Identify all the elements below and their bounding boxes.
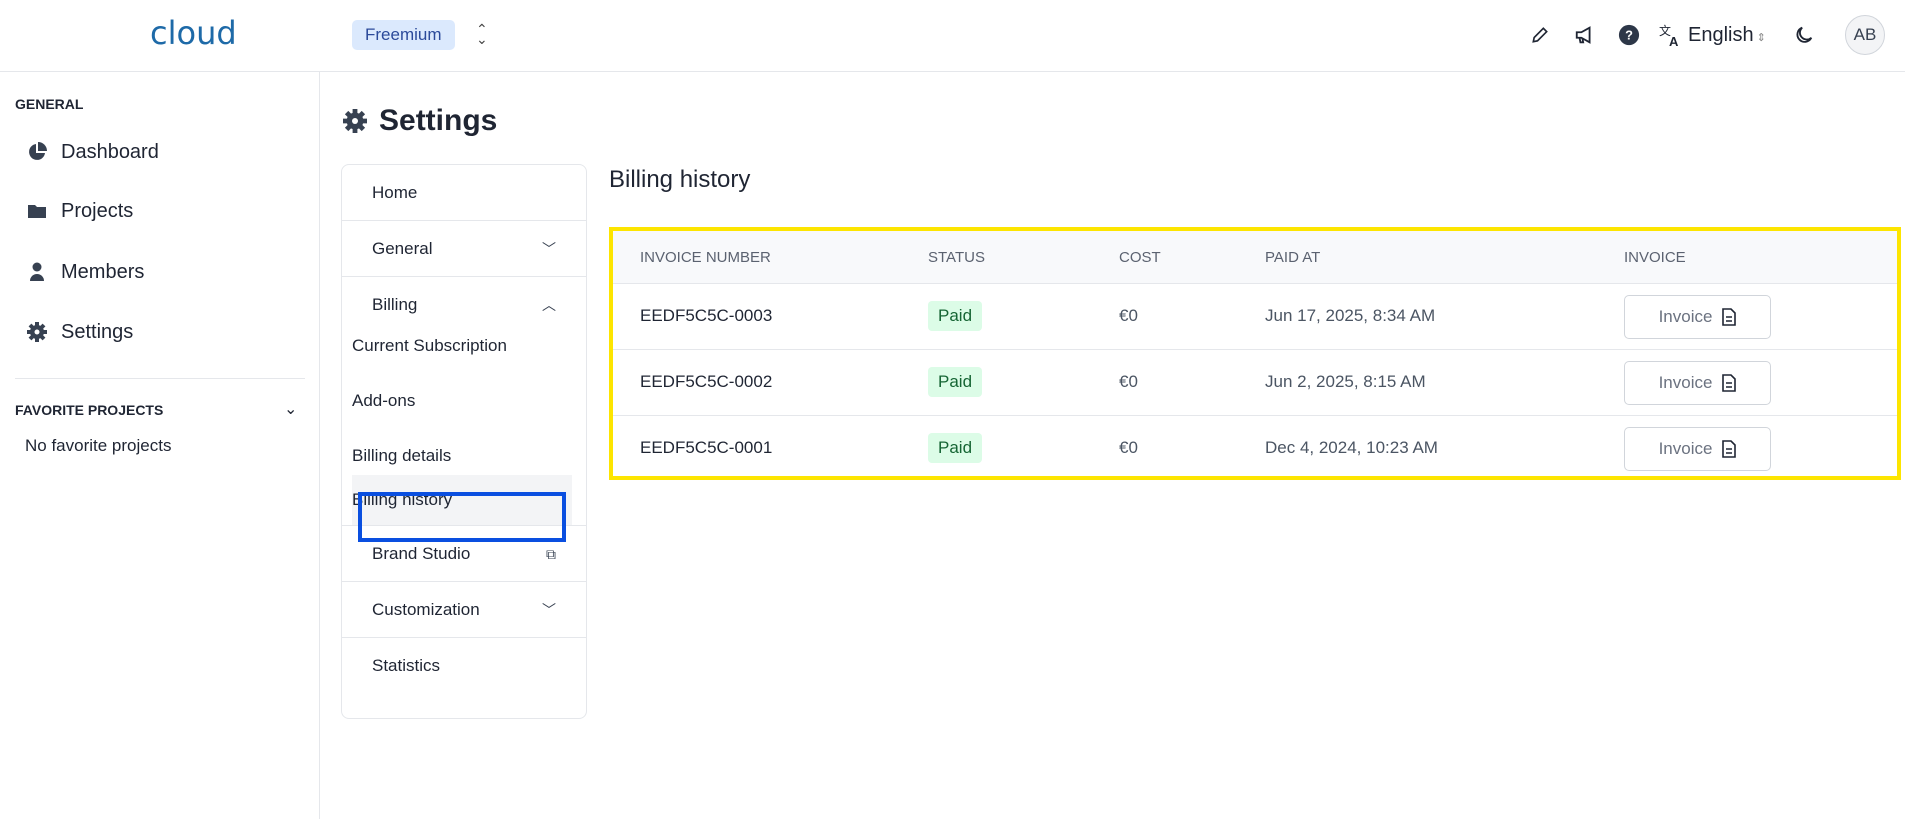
general-section-label: GENERAL [15,96,84,112]
language-label: English [1688,24,1754,46]
no-favorites-text: No favorite projects [25,436,172,455]
invoice-button[interactable]: Invoice [1624,427,1771,471]
cost: €0 [1119,372,1138,391]
nav-customization[interactable]: Customization ﹀ [342,582,586,638]
settings-nav: Home General ﹀ Billing ︿ Current Subscript… [341,164,587,719]
chevron-down-icon: ﹀ [542,241,556,257]
nav-label: General [372,239,433,258]
favorites-chevron-down-icon[interactable]: ⌄ [284,401,298,418]
gear-icon [27,322,47,342]
folder-icon [28,205,46,218]
language-select[interactable]: English ⇕ [1688,24,1766,46]
gear-icon [343,109,367,133]
pencil-icon[interactable] [1527,22,1553,48]
document-icon [1722,374,1737,392]
pie-chart-icon [29,142,47,160]
nav-home[interactable]: Home [342,165,586,221]
table-row: EEDF5C5C-0001 Paid €0 Dec 4, 2024, 10:23… [613,416,1897,482]
column-header: PAID AT [1265,249,1321,266]
invoice-number: EEDF5C5C-0002 [640,372,773,391]
invoice-button[interactable]: Invoice [1624,295,1771,339]
sidebar-item-members[interactable]: Members [27,257,144,287]
user-icon [30,262,44,281]
invoice-button-label: Invoice [1658,307,1713,326]
nav-current-subscription[interactable]: Current Subscription [352,336,507,355]
sidebar-item-label: Settings [61,320,134,343]
paid-at: Jun 17, 2025, 8:34 AM [1265,306,1436,325]
nav-label: Brand Studio [372,544,471,563]
help-icon[interactable]: ? [1616,22,1642,48]
cost: €0 [1119,306,1138,325]
nav-billing-group: Billing ︿ Current Subscription Add-ons Bi… [342,277,586,526]
column-header: COST [1119,249,1161,266]
plan-badge[interactable]: Freemium [352,20,455,50]
nav-billing[interactable]: Billing ︿ [372,277,586,333]
table-row: EEDF5C5C-0003 Paid €0 Jun 17, 2025, 8:34… [613,284,1897,350]
column-header: INVOICE [1624,249,1686,266]
nav-statistics[interactable]: Statistics [372,656,441,675]
nav-brand-studio[interactable]: Brand Studio ⧉ [342,526,586,582]
sidebar-item-label: Dashboard [61,140,159,163]
page-title-text: Settings [379,104,498,137]
sidebar-item-label: Members [61,260,145,283]
external-link-icon: ⧉ [546,546,556,562]
svg-text:文: 文 [1659,23,1671,38]
billing-history-title: Billing history [609,166,751,193]
favorites-section-label: FAVORITE PROJECTS [15,402,164,418]
sidebar-item-projects[interactable]: Projects [27,196,133,226]
invoice-button-label: Invoice [1658,439,1713,458]
sidebar-item-label: Projects [61,199,134,222]
svg-text:?: ? [1625,28,1633,43]
table-row: EEDF5C5C-0002 Paid €0 Jun 2, 2025, 8:15 … [613,350,1897,416]
chevron-up-icon: ︿ [542,297,556,313]
paid-at: Jun 2, 2025, 8:15 AM [1265,372,1426,391]
paid-at: Dec 4, 2024, 10:23 AM [1265,438,1438,457]
invoice-button[interactable]: Invoice [1624,361,1771,405]
sidebar-divider [15,378,305,379]
table-header: INVOICE NUMBER STATUS COST PAID AT INVOI… [613,231,1897,284]
sidebar-item-dashboard[interactable]: Dashboard [27,137,159,167]
invoice-number: EEDF5C5C-0001 [640,438,773,457]
dark-mode-icon[interactable] [1791,22,1817,48]
megaphone-icon[interactable] [1572,22,1598,48]
column-header: INVOICE NUMBER [640,249,771,266]
invoice-number: EEDF5C5C-0003 [640,306,773,325]
billing-table: INVOICE NUMBER STATUS COST PAID AT INVOI… [609,227,1901,480]
svg-text:A: A [1669,34,1679,47]
document-icon [1722,308,1737,326]
nav-label: Billing [372,295,418,314]
nav-billing-details[interactable]: Billing details [352,446,452,465]
status-badge: Paid [928,433,983,463]
chevron-down-icon: ﹀ [542,602,556,618]
nav-general[interactable]: General ﹀ [342,221,586,277]
status-badge: Paid [928,367,983,397]
plan-switch-icon[interactable]: ⌃ ⌄ [476,21,488,47]
avatar[interactable]: AB [1845,15,1885,55]
nav-label: Customization [372,600,480,619]
column-header: STATUS [928,249,985,266]
sidebar-item-settings[interactable]: Settings [27,317,133,347]
logo[interactable]: cloud [150,14,237,52]
status-badge: Paid [928,301,983,331]
cost: €0 [1119,438,1138,457]
invoice-button-label: Invoice [1658,373,1713,392]
page-title: Settings [343,104,497,138]
nav-add-ons[interactable]: Add-ons [352,391,416,410]
active-nav-highlight [358,492,566,542]
sidebar: GENERAL Dashboard Projects Members Setti… [0,72,320,819]
document-icon [1722,440,1737,458]
